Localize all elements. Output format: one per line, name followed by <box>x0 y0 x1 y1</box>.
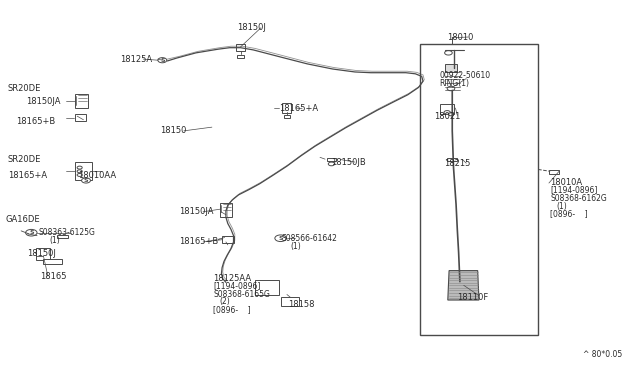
Bar <box>420 44 538 335</box>
Bar <box>237 55 244 58</box>
Text: (2): (2) <box>220 297 230 307</box>
Text: (1): (1) <box>557 202 567 211</box>
Text: 18125A: 18125A <box>120 55 152 64</box>
Text: 18150JA: 18150JA <box>179 207 213 216</box>
Polygon shape <box>448 270 479 300</box>
Circle shape <box>81 178 90 183</box>
Text: 18010A: 18010A <box>550 178 582 187</box>
Bar <box>76 94 88 108</box>
Text: S: S <box>29 230 34 235</box>
Bar <box>75 163 92 180</box>
Text: 18165+B: 18165+B <box>16 117 55 126</box>
Bar <box>282 103 291 113</box>
Text: 18158: 18158 <box>288 300 315 309</box>
Circle shape <box>445 51 452 55</box>
Text: 18215: 18215 <box>444 159 470 168</box>
Bar <box>255 280 279 295</box>
Circle shape <box>26 230 37 236</box>
Bar <box>440 104 454 114</box>
Text: S: S <box>84 178 88 183</box>
Text: ^ 80*0.05: ^ 80*0.05 <box>583 350 622 359</box>
Bar <box>36 248 51 260</box>
Text: S08363-6125G: S08363-6125G <box>39 228 96 237</box>
Text: SR20DE: SR20DE <box>7 155 40 164</box>
Text: 18125AA: 18125AA <box>213 274 252 283</box>
Text: 18150JA: 18150JA <box>26 97 61 106</box>
Text: (1): (1) <box>290 242 301 251</box>
Bar <box>236 44 245 51</box>
Text: 18110F: 18110F <box>457 293 488 302</box>
Bar <box>549 170 559 174</box>
Text: GA16DE: GA16DE <box>5 215 40 224</box>
Bar <box>327 158 336 161</box>
Bar <box>75 114 86 121</box>
Circle shape <box>77 173 82 176</box>
Text: S08368-6162G: S08368-6162G <box>550 195 607 203</box>
Circle shape <box>77 166 82 169</box>
Text: 00922-50610: 00922-50610 <box>440 71 491 80</box>
Text: 18150J: 18150J <box>237 23 266 32</box>
Text: [0896-    ]: [0896- ] <box>213 305 251 314</box>
Text: [0896-    ]: [0896- ] <box>550 209 588 218</box>
Text: 18150J: 18150J <box>28 249 56 258</box>
Text: S: S <box>160 58 164 63</box>
Circle shape <box>158 58 167 63</box>
Text: RING(1): RING(1) <box>440 78 470 87</box>
Text: 18165+A: 18165+A <box>8 171 47 180</box>
Text: SR20DE: SR20DE <box>7 84 40 93</box>
Text: [1194-0896]: [1194-0896] <box>213 282 260 291</box>
Circle shape <box>275 235 286 241</box>
Bar <box>44 259 63 264</box>
Text: S08368-6165G: S08368-6165G <box>213 290 270 299</box>
Bar <box>58 235 68 238</box>
Bar <box>281 297 299 307</box>
Text: S: S <box>278 236 283 241</box>
Circle shape <box>449 113 454 116</box>
Circle shape <box>447 86 455 91</box>
Circle shape <box>328 162 335 166</box>
Circle shape <box>77 170 82 173</box>
Bar <box>222 235 234 243</box>
Bar <box>447 158 458 161</box>
Text: S08566-61642: S08566-61642 <box>282 234 338 243</box>
Text: 18165+B: 18165+B <box>179 237 218 246</box>
Text: 18010AA: 18010AA <box>78 171 116 180</box>
Bar <box>284 115 290 118</box>
Text: 18165+A: 18165+A <box>278 104 318 113</box>
Circle shape <box>444 110 451 114</box>
Text: [1194-0896]: [1194-0896] <box>550 185 598 194</box>
Bar <box>220 202 232 217</box>
Text: 18150JB: 18150JB <box>332 158 366 167</box>
Bar <box>445 64 457 72</box>
Text: 18021: 18021 <box>435 112 461 121</box>
Text: 18150: 18150 <box>160 126 186 135</box>
Text: 18165: 18165 <box>40 272 67 281</box>
Text: (1): (1) <box>50 236 61 245</box>
Text: 18010: 18010 <box>447 32 474 42</box>
